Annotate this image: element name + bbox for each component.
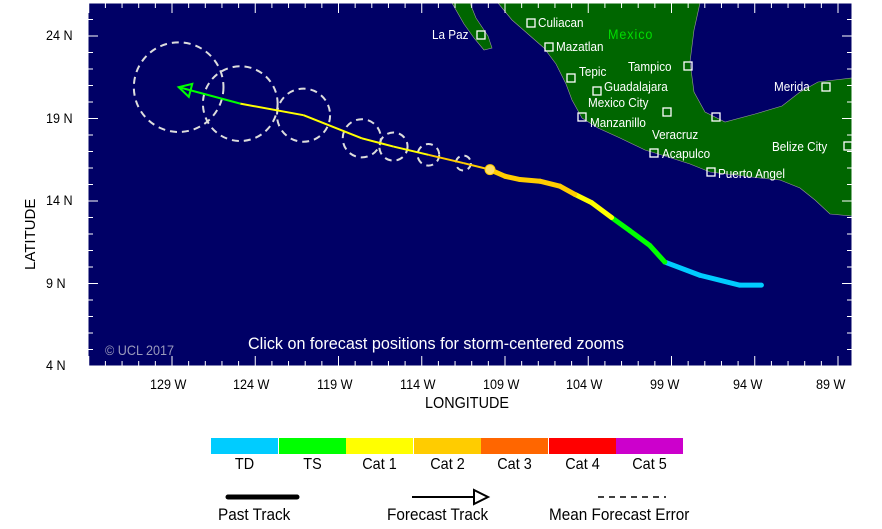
city-label: Culiacan xyxy=(538,15,584,30)
legend-category-label: Cat 1 xyxy=(362,456,397,473)
forecast-error-circle[interactable] xyxy=(416,143,441,167)
past-track-segment xyxy=(627,228,653,249)
city-label: Tampico xyxy=(628,59,672,74)
city-label: Acapulco xyxy=(662,146,711,161)
lat-tick-label: 4 N xyxy=(46,357,66,373)
storm-track[interactable] xyxy=(176,82,764,288)
past-track-segment xyxy=(647,243,668,265)
current-position-marker[interactable] xyxy=(484,164,496,176)
lon-tick-label: 109 W xyxy=(483,376,520,392)
city-label: Mazatlan xyxy=(556,39,604,54)
lat-tick-label: 14 N xyxy=(46,192,73,208)
legend-category-label: Cat 4 xyxy=(564,456,600,473)
legend-category-label: TD xyxy=(234,456,255,473)
arrow-head-icon xyxy=(473,488,491,506)
lon-tick-label: 124 W xyxy=(233,376,270,392)
x-axis-label: LONGITUDE xyxy=(425,395,510,412)
lon-tick-label: 114 W xyxy=(399,376,436,392)
mean-forecast-error-circles xyxy=(132,41,472,172)
forecast-track-segment xyxy=(303,114,363,140)
city-label: Puerto Angel xyxy=(718,166,786,181)
city-marker-icon xyxy=(577,112,587,122)
forecast-error-circle[interactable] xyxy=(132,41,225,133)
city-marker-icon xyxy=(662,107,672,117)
city-label: Belize City xyxy=(772,139,828,154)
ocean xyxy=(88,3,852,366)
city-marker-icon xyxy=(592,86,602,96)
forecast-arrow-head-icon xyxy=(176,82,194,99)
city-label: La Paz xyxy=(432,27,469,42)
legend-category-label: TS xyxy=(302,456,322,473)
city-marker-icon xyxy=(566,73,576,83)
city-marker-icon xyxy=(649,148,659,158)
forecast-error-circle[interactable] xyxy=(378,131,409,162)
city-marker-icon xyxy=(544,42,554,52)
legend-forecast-track-label: Forecast Track xyxy=(387,505,489,524)
lon-tick-label: 119 W xyxy=(316,376,352,392)
legend-color-swatch xyxy=(278,438,346,454)
past-track-segment xyxy=(517,177,543,184)
forecast-track-segment xyxy=(428,153,464,165)
past-track-segment xyxy=(502,173,523,183)
past-track-segment xyxy=(572,191,595,206)
city-marker-icon xyxy=(821,82,831,92)
legend-mean-error-label: Mean Forecast Error xyxy=(549,505,690,524)
lon-tick-label: 99 W xyxy=(649,376,679,392)
forecast-track-segment xyxy=(240,102,304,117)
lat-tick-label: 9 N xyxy=(46,274,66,291)
city-label: Veracruz xyxy=(652,127,699,142)
forecast-track-segment xyxy=(393,145,429,156)
legend-color-swatch xyxy=(413,438,481,454)
city-marker-icon xyxy=(706,167,716,177)
forecast-zoom-instruction: Click on forecast positions for storm-ce… xyxy=(248,334,625,353)
city-label: Merida xyxy=(774,79,810,94)
legend-color-swatch xyxy=(211,438,278,454)
city-marker-icon xyxy=(476,30,486,40)
lat-tick-label: 19 N xyxy=(46,109,73,126)
past-track-segment xyxy=(537,178,563,189)
legend-category-label: Cat 5 xyxy=(632,456,667,473)
forecast-error-circle[interactable] xyxy=(454,154,472,172)
forecast-error-circle[interactable] xyxy=(201,65,279,142)
past-track-segment xyxy=(662,259,703,278)
forecast-error-circle[interactable] xyxy=(341,118,382,159)
city-marker-icon xyxy=(711,112,721,122)
lat-tick-label: 24 N xyxy=(46,27,73,43)
city-label: Mexico City xyxy=(588,95,649,110)
forecast-track-segment xyxy=(178,86,241,105)
forecast-error-circle[interactable] xyxy=(275,87,332,143)
lon-tick-label: 89 W xyxy=(816,376,846,392)
legend-color-swatch xyxy=(481,438,548,454)
city-marker-icon xyxy=(683,61,693,71)
axis-ticks xyxy=(88,2,852,367)
country-label-mexico: Mexico xyxy=(608,26,654,42)
city-label: Tepic xyxy=(579,64,607,79)
legend-color-swatch xyxy=(548,438,616,454)
past-track-segment xyxy=(557,183,578,197)
legend-past-track-label: Past Track xyxy=(218,505,291,524)
lon-tick-label: 94 W xyxy=(732,376,763,392)
lon-tick-label: 129 W xyxy=(150,376,187,392)
city-label: Manzanillo xyxy=(590,115,646,130)
legend-color-swatch xyxy=(616,438,683,454)
past-track-segment xyxy=(609,215,633,234)
legend-category-label: Cat 2 xyxy=(429,456,465,473)
legend-color-swatch xyxy=(346,438,413,454)
city-label: Guadalajara xyxy=(604,79,668,94)
legend-category-label: Cat 3 xyxy=(497,456,532,473)
copyright-text: © UCL 2017 xyxy=(105,342,175,358)
past-track-segment xyxy=(697,272,743,288)
lon-tick-label: 104 W xyxy=(566,376,603,392)
city-marker-icon xyxy=(526,18,536,28)
y-axis-label: LATITUDE xyxy=(22,198,39,270)
past-track-segment xyxy=(589,200,615,220)
forecast-track-segment xyxy=(361,137,394,148)
